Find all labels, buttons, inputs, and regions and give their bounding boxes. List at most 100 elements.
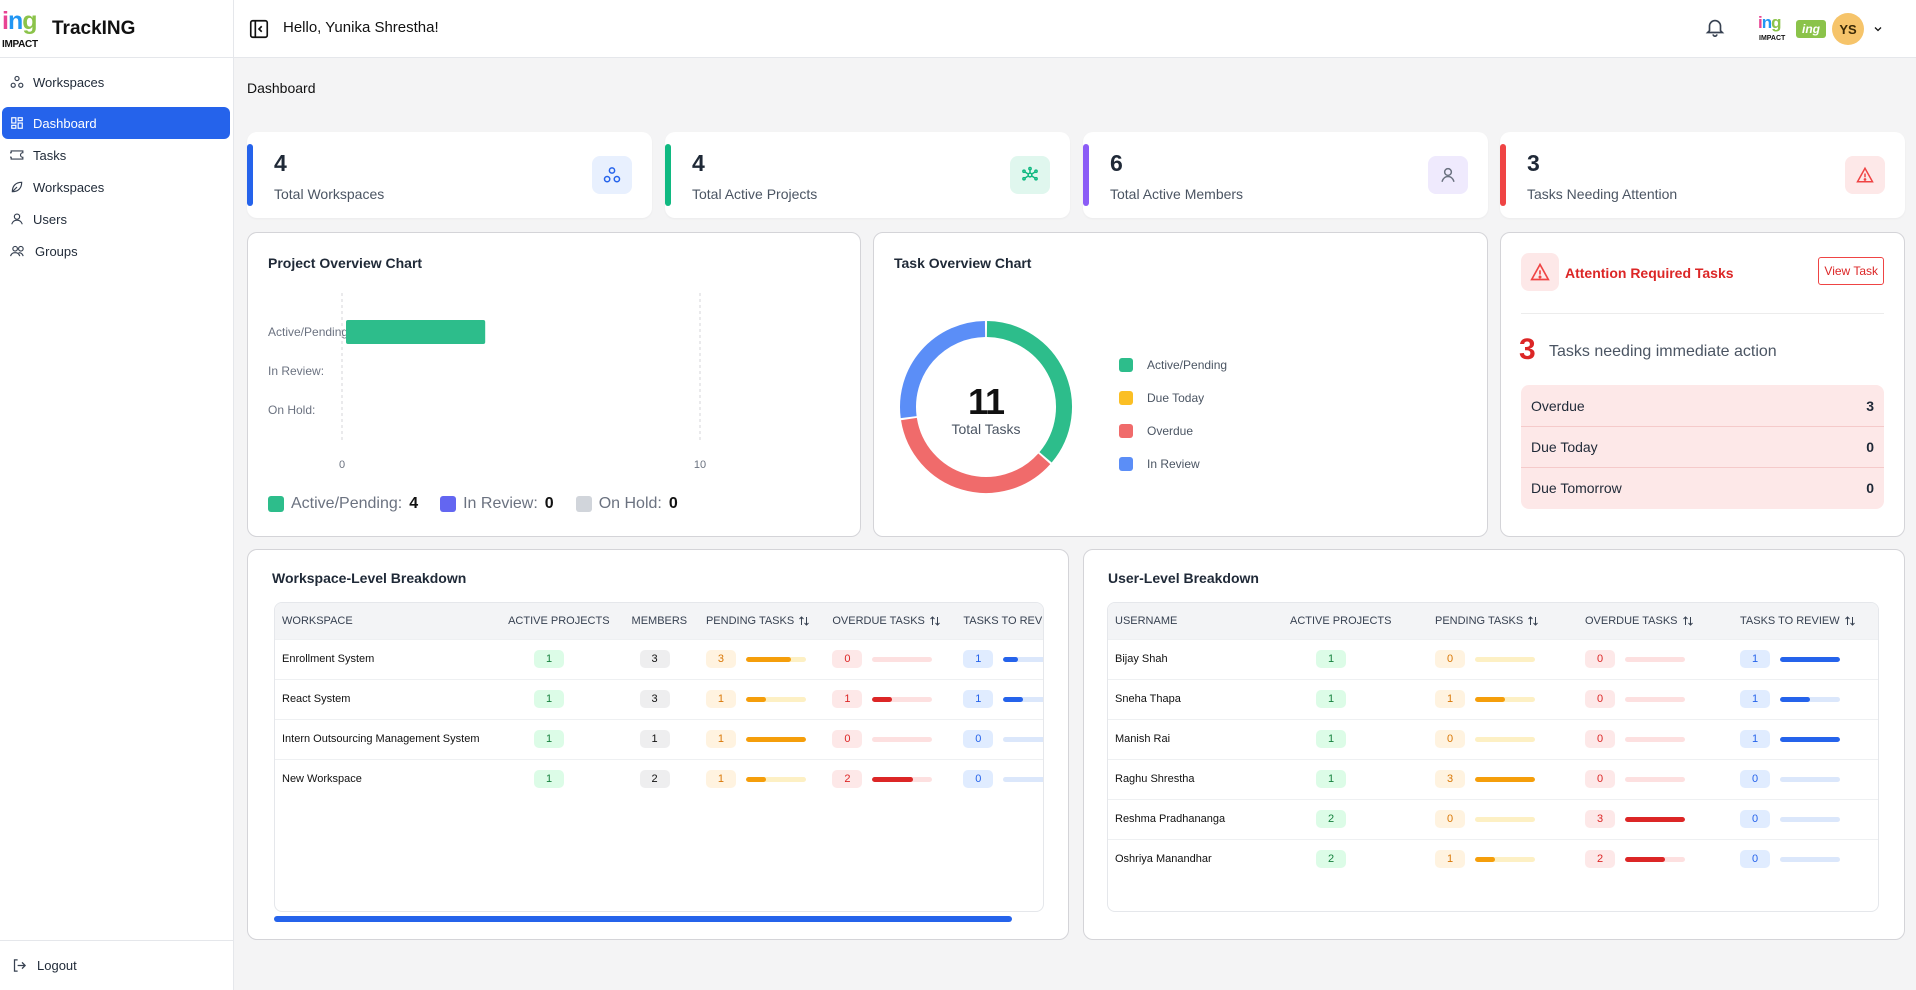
bar-0 — [346, 320, 486, 344]
table-row[interactable]: React System 1 3 1 1 1 — [275, 678, 1043, 719]
y-category-label: On Hold: — [268, 403, 315, 417]
legend-label: In Review — [1147, 457, 1200, 471]
sort-icon[interactable] — [1527, 615, 1539, 627]
avatar: YS — [1832, 13, 1864, 45]
count-pill: 0 — [1585, 770, 1615, 788]
bar-cell: 0 — [1428, 798, 1578, 839]
attention-subtitle: Tasks needing immediate action — [1549, 343, 1777, 360]
column-header[interactable]: TASKS TO REVIEW — [956, 603, 1043, 639]
sidebar-item-dashboard[interactable]: Dashboard — [2, 107, 230, 139]
progress-fill — [872, 696, 893, 702]
bar-cell: 1 — [1428, 678, 1578, 719]
progress-track — [1780, 736, 1840, 742]
legend-swatch — [1119, 358, 1133, 372]
notifications-button[interactable] — [1704, 16, 1726, 38]
count-pill: 2 — [639, 770, 670, 789]
workspaces-icon — [10, 75, 24, 88]
donut-slice-0 — [986, 321, 1072, 463]
attention-title: Attention Required Tasks — [1565, 265, 1734, 281]
count-pill: 0 — [1740, 850, 1770, 869]
workspace-table-scroll[interactable]: WORKSPACE ACTIVE PROJECTS MEMBERS PENDING T… — [274, 602, 1044, 912]
bar-cell: 0 — [1428, 718, 1578, 759]
table-row[interactable]: Sneha Thapa 1 1 0 1 — [1108, 678, 1878, 719]
donut-slice-2 — [901, 417, 1051, 493]
table-cell: 3 — [624, 638, 699, 679]
column-header[interactable]: PENDING TASKS — [1428, 603, 1578, 639]
count-pill: 0 — [1585, 690, 1615, 708]
sidebar-item-tasks[interactable]: Tasks — [2, 139, 230, 171]
sidebar-collapse-icon — [249, 19, 269, 39]
sort-icon[interactable] — [929, 615, 941, 627]
count-pill: 1 — [832, 690, 863, 708]
groups-icon — [10, 245, 24, 257]
table-row[interactable]: Oshriya Manandhar 2 1 2 0 — [1108, 838, 1878, 879]
column-header: MEMBERS — [624, 603, 699, 639]
sidebar-item-users[interactable]: Users — [2, 203, 230, 235]
column-header[interactable]: TASKS TO REVIEW — [1733, 603, 1878, 639]
sort-icon[interactable] — [798, 615, 810, 627]
progress-fill — [872, 776, 913, 782]
sidebar-item-workspaces-top[interactable]: Workspaces — [2, 66, 230, 98]
project-chart-legend: Active/Pending: 4 In Review: 0 On Hold: 0 — [268, 495, 700, 513]
bar-cell: 3 — [698, 638, 826, 679]
count-pill: 0 — [1740, 770, 1770, 788]
view-task-button[interactable]: View Task — [1818, 257, 1884, 285]
table-row[interactable]: Manish Rai 1 0 0 1 — [1108, 718, 1878, 759]
bar-cell: 0 — [956, 718, 1043, 759]
legend-item-active: Active/Pending: 4 — [268, 495, 418, 513]
count-pill: 3 — [705, 650, 736, 668]
bar-cell: 3 — [1428, 758, 1578, 799]
bar-cell: 1 — [1733, 638, 1878, 679]
sidebar-item-workspaces[interactable]: Workspaces — [2, 171, 230, 203]
progress-fill — [745, 776, 766, 782]
progress-fill — [1780, 656, 1840, 662]
table-row[interactable]: Intern Outsourcing Management System 1 1 1 0… — [275, 718, 1043, 759]
count-pill: 3 — [639, 650, 670, 668]
table-row[interactable]: Raghu Shrestha 1 3 0 0 — [1108, 758, 1878, 799]
column-header[interactable]: OVERDUE TASKS — [1578, 603, 1733, 639]
table-row[interactable]: Reshma Pradhananga 2 0 3 0 — [1108, 798, 1878, 839]
column-header[interactable]: OVERDUE TASKS — [825, 603, 957, 639]
count-pill: 1 — [1316, 650, 1346, 668]
stat-accent-bar — [1083, 144, 1089, 206]
count-pill: 0 — [963, 730, 994, 748]
table-cell: Sneha Thapa — [1108, 678, 1283, 719]
bar-cell: 0 — [1578, 718, 1733, 759]
workspace-breakdown-panel: Workspace-Level Breakdown WORKSPACE ACTIV… — [247, 549, 1069, 940]
column-header[interactable]: PENDING TASKS — [698, 603, 826, 639]
stat-value: 6 — [1110, 150, 1123, 176]
progress-fill — [1780, 696, 1810, 702]
table-cell: 1 — [1283, 758, 1428, 799]
column-header: WORKSPACE — [275, 603, 502, 639]
task-donut-chart — [900, 321, 1072, 493]
table-row[interactable]: Bijay Shah 1 0 0 1 — [1108, 638, 1878, 679]
horizontal-scrollbar[interactable] — [274, 916, 1012, 922]
table-cell: Oshriya Manandhar — [1108, 838, 1283, 879]
count-pill: 3 — [1435, 770, 1465, 788]
progress-track — [1475, 816, 1535, 822]
progress-fill — [1625, 816, 1685, 822]
logout-button[interactable]: Logout — [2, 950, 230, 980]
legend-swatch — [440, 496, 457, 512]
legend-value: 0 — [544, 495, 554, 512]
sort-icon[interactable] — [1844, 615, 1856, 627]
progress-track — [1003, 656, 1043, 662]
count-pill: 0 — [1740, 810, 1770, 828]
count-pill: 0 — [1435, 810, 1465, 828]
sidebar-item-groups[interactable]: Groups — [2, 235, 230, 267]
profile-menu[interactable]: ing IMPACT ing YS — [1750, 6, 1904, 52]
legend-label: On Hold: — [598, 495, 662, 512]
user-breakdown-panel: User-Level Breakdown USERNAME ACTIVE PROJ… — [1083, 549, 1905, 940]
collapse-sidebar-button[interactable] — [248, 18, 270, 40]
table-row[interactable]: Enrollment System 1 3 3 0 1 — [275, 638, 1043, 679]
table-row[interactable]: New Workspace 1 2 1 2 0 — [275, 758, 1043, 799]
sort-icon[interactable] — [1682, 615, 1694, 627]
bar-cell: 1 — [698, 718, 826, 759]
progress-track — [1780, 856, 1840, 862]
count-pill: 0 — [832, 650, 863, 668]
panel-title: User-Level Breakdown — [1108, 570, 1259, 586]
count-pill: 2 — [1316, 850, 1346, 869]
table-cell: 1 — [501, 718, 625, 759]
stat-value: 3 — [1527, 150, 1540, 176]
progress-fill — [745, 736, 806, 742]
